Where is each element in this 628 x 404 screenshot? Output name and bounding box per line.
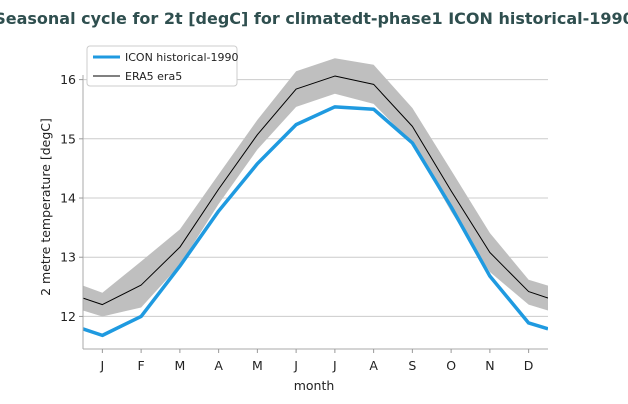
y-axis-label: 2 metre temperature [degC]: [38, 118, 53, 296]
chart-title: Seasonal cycle for 2t [degC] for climate…: [0, 9, 628, 28]
x-axis-label: month: [294, 378, 335, 393]
series-line-0: [83, 105, 548, 338]
x-tick-label: F: [138, 358, 145, 373]
era5-spread-band: [83, 58, 548, 317]
x-tick-label: A: [214, 358, 223, 373]
x-tick-label: M: [174, 358, 185, 373]
x-tick-label: S: [408, 358, 416, 373]
x-tick-label: J: [332, 358, 337, 373]
x-tick-label: O: [446, 358, 456, 373]
y-tick-label: 15: [60, 131, 76, 146]
x-tick-label: J: [100, 358, 105, 373]
x-tick-label: J: [293, 358, 298, 373]
legend-box: [86, 45, 238, 87]
legend-entry-icon-historical: ICON historical-1990: [125, 51, 239, 64]
y-tick-label: 13: [60, 250, 76, 265]
y-tick-label: 16: [60, 72, 76, 87]
x-tick-label: N: [485, 358, 494, 373]
x-tick-label: A: [369, 358, 378, 373]
axes: [82, 75, 548, 350]
legend: ICON historical-1990 ERA5 era5: [86, 45, 239, 87]
y-tick-label: 12: [60, 309, 76, 324]
y-tick-labels: 12 13 14 15 16: [60, 72, 83, 324]
x-tick-label: M: [252, 358, 263, 373]
x-tick-label: D: [524, 358, 534, 373]
series-line-1: [83, 75, 548, 306]
era5-band-area: [83, 58, 548, 317]
legend-entry-era5: ERA5 era5: [125, 70, 182, 83]
y-tick-label: 14: [60, 191, 76, 206]
series-lines: [83, 75, 548, 338]
